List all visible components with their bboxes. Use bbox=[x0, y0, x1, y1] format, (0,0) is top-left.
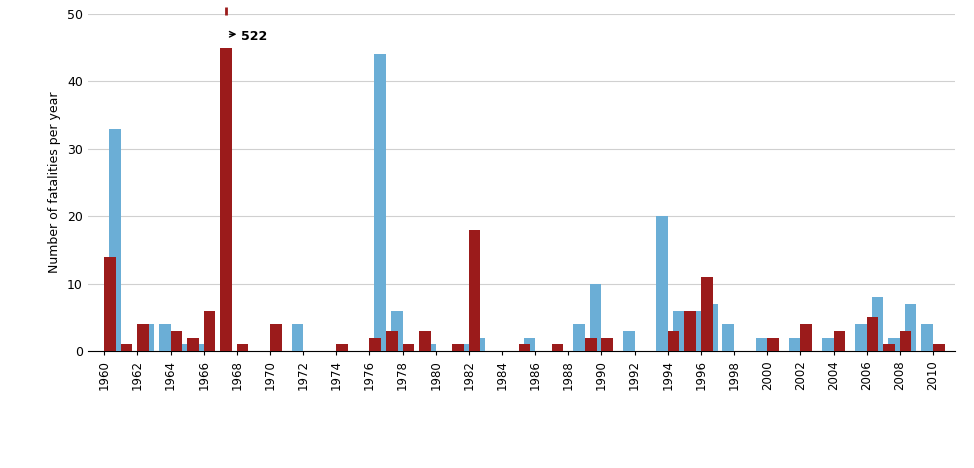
Bar bbox=[518, 344, 530, 351]
Bar bbox=[801, 324, 812, 351]
Bar bbox=[834, 331, 845, 351]
Bar bbox=[872, 297, 883, 351]
Bar bbox=[685, 311, 696, 351]
Bar bbox=[900, 331, 912, 351]
Y-axis label: Number of fatalities per year: Number of fatalities per year bbox=[49, 92, 61, 273]
Bar bbox=[386, 331, 397, 351]
Bar bbox=[768, 337, 779, 351]
Bar bbox=[867, 317, 879, 351]
Bar bbox=[452, 344, 464, 351]
Bar bbox=[701, 277, 713, 351]
Bar bbox=[822, 337, 834, 351]
Bar bbox=[905, 304, 917, 351]
Bar bbox=[668, 331, 680, 351]
Bar bbox=[623, 331, 635, 351]
Bar bbox=[121, 344, 132, 351]
Bar bbox=[159, 324, 170, 351]
Bar bbox=[187, 337, 199, 351]
Bar bbox=[237, 344, 248, 351]
Bar bbox=[524, 337, 535, 351]
Text: 522: 522 bbox=[241, 29, 267, 43]
Bar bbox=[551, 344, 563, 351]
Bar bbox=[855, 324, 867, 351]
Bar bbox=[137, 324, 149, 351]
Bar bbox=[270, 324, 281, 351]
Bar bbox=[109, 129, 121, 351]
Bar bbox=[673, 311, 685, 351]
Bar bbox=[888, 337, 900, 351]
Bar bbox=[291, 324, 303, 351]
Bar bbox=[142, 324, 154, 351]
Bar bbox=[457, 344, 468, 351]
Bar bbox=[921, 324, 933, 351]
Bar bbox=[690, 311, 701, 351]
Bar bbox=[175, 344, 187, 351]
Bar bbox=[723, 324, 734, 351]
Bar bbox=[374, 54, 386, 351]
Bar bbox=[424, 344, 435, 351]
Bar bbox=[656, 216, 668, 351]
Bar bbox=[756, 337, 768, 351]
Bar bbox=[220, 48, 232, 351]
Bar bbox=[468, 230, 480, 351]
Bar bbox=[402, 344, 414, 351]
Bar bbox=[192, 344, 204, 351]
Bar bbox=[104, 256, 116, 351]
Bar bbox=[602, 337, 613, 351]
Bar bbox=[170, 331, 182, 351]
Bar bbox=[789, 337, 801, 351]
Bar bbox=[336, 344, 348, 351]
Bar bbox=[474, 337, 485, 351]
Bar bbox=[585, 337, 596, 351]
Bar bbox=[590, 284, 602, 351]
Bar bbox=[574, 324, 585, 351]
Bar bbox=[883, 344, 895, 351]
Bar bbox=[369, 337, 381, 351]
Bar bbox=[204, 311, 215, 351]
Bar bbox=[419, 331, 431, 351]
Legend: Greece, Portugal: Greece, Portugal bbox=[445, 465, 597, 468]
Bar bbox=[391, 311, 402, 351]
Bar bbox=[706, 304, 718, 351]
Bar bbox=[933, 344, 945, 351]
